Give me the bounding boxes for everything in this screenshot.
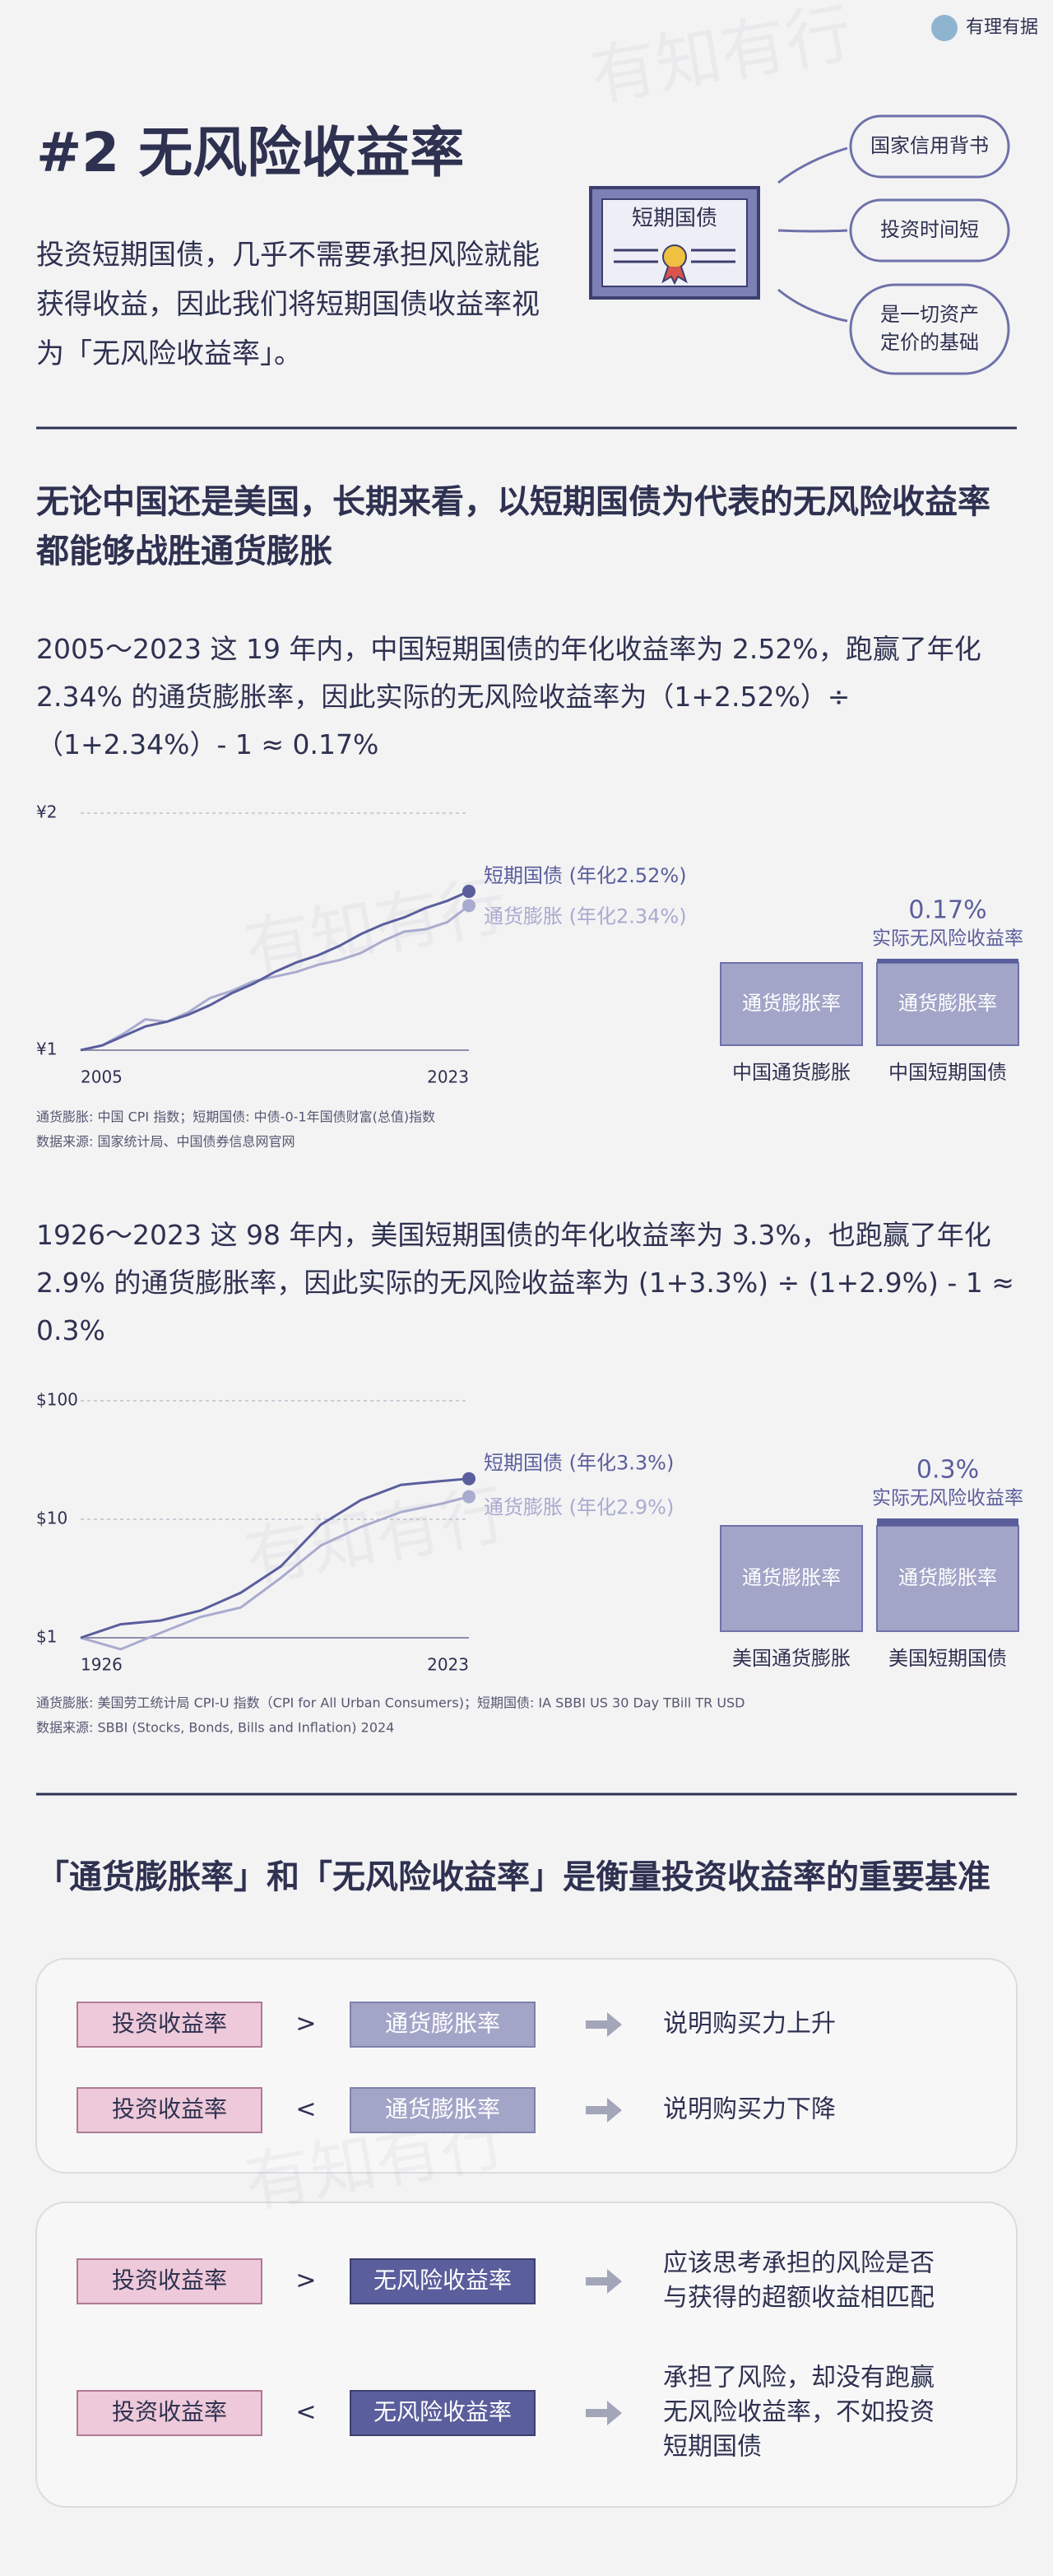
result-text: 应该思考承担的风险是否 xyxy=(663,2249,935,2278)
heading: 无论中国还是美国，长期来看，以短期国债为代表的无风险收益率都能够战胜通货膨胀 xyxy=(36,483,990,570)
excess-bar xyxy=(877,1518,1018,1526)
result-text: 说明购买力下降 xyxy=(663,2095,836,2124)
operator: > xyxy=(295,2010,316,2039)
tag xyxy=(77,2390,262,2436)
logo-icon xyxy=(931,15,958,41)
bar-box xyxy=(876,1525,1019,1632)
tag xyxy=(77,2002,262,2048)
y-tick-label: ¥1 xyxy=(36,1039,57,1059)
title: #2 无风险收益率 xyxy=(36,121,464,184)
footnote: 数据来源: 国家统计局、中国债券信息网官网 xyxy=(36,1134,295,1150)
panel xyxy=(35,1958,1018,2174)
bar-label: 通货膨胀率 xyxy=(898,992,997,1015)
logo: 有理有据 xyxy=(966,17,1038,38)
operator: < xyxy=(295,2398,316,2427)
y-tick-label: $1 xyxy=(36,1627,57,1647)
tag xyxy=(77,2258,262,2304)
y-tick-label: $100 xyxy=(36,1390,78,1410)
certificate-label: 短期国债 xyxy=(632,207,717,231)
bar-label: 通货膨胀率 xyxy=(742,992,841,1015)
footnote: 数据来源: SBBI (Stocks, Bonds, Bills and Inf… xyxy=(36,1720,394,1736)
caption: 实际无风险收益率 xyxy=(872,928,1023,949)
bubble xyxy=(849,283,1010,375)
paragraph: 1926～2023 这 98 年内，美国短期国债的年化收益率为 3.3%，也跑赢… xyxy=(36,1219,1014,1346)
tag-text: 投资收益率 xyxy=(112,2010,227,2037)
tag xyxy=(350,2390,536,2436)
caption: 实际无风险收益率 xyxy=(872,1488,1023,1509)
tag-text: 通货膨胀率 xyxy=(385,2010,500,2037)
tag xyxy=(350,2087,536,2133)
category-label: 中国通货膨胀 xyxy=(732,1061,851,1084)
end-point xyxy=(462,1472,475,1486)
bubble-text: 投资时间短 xyxy=(880,218,979,241)
intro: 投资短期国债，几乎不需要承担风险就能获得收益，因此我们将短期国债收益率视为「无风… xyxy=(36,239,540,370)
x-tick-label: 2005 xyxy=(81,1067,123,1087)
value-label: 0.17% xyxy=(908,895,986,924)
excess-bar xyxy=(877,958,1018,963)
tag-text: 投资收益率 xyxy=(112,2398,227,2425)
paragraph: 2005～2023 这 19 年内，中国短期国债的年化收益率为 2.52%，跑赢… xyxy=(36,633,981,760)
tag xyxy=(350,2002,536,2048)
bubble-text: 国家信用背书 xyxy=(870,134,989,157)
bar-box xyxy=(720,962,863,1046)
bar-label: 通货膨胀率 xyxy=(898,1566,997,1589)
end-point xyxy=(462,899,475,913)
category-label: 中国短期国债 xyxy=(888,1061,1007,1084)
y-tick-label: $10 xyxy=(36,1509,67,1528)
y-tick-label: ¥2 xyxy=(36,802,57,822)
result-text: 无风险收益率，不如投资 xyxy=(663,2398,935,2427)
certificate xyxy=(589,186,760,300)
panel xyxy=(35,2202,1018,2508)
tag-text: 无风险收益率 xyxy=(373,2398,512,2425)
footnote: 通货膨胀: 美国劳工统计局 CPI-U 指数（CPI for All Urban… xyxy=(36,1695,745,1711)
arrow xyxy=(586,2012,622,2037)
result-text: 与获得的超额收益相匹配 xyxy=(663,2284,935,2313)
category-label: 美国通货膨胀 xyxy=(732,1647,851,1670)
end-point xyxy=(462,1490,475,1504)
tag-text: 投资收益率 xyxy=(112,2095,227,2123)
bubble xyxy=(849,114,1010,179)
bar-box xyxy=(720,1525,863,1632)
arrows xyxy=(777,146,848,323)
watermark: 有知有行 xyxy=(585,0,857,115)
arrow xyxy=(586,2401,622,2425)
series-label: 通货膨胀 (年化2.9%) xyxy=(484,1496,674,1519)
x-tick-label: 1926 xyxy=(81,1655,123,1675)
bubble-text: 定价的基础 xyxy=(880,331,979,354)
tag-text: 投资收益率 xyxy=(112,2267,227,2294)
value-label: 0.3% xyxy=(916,1456,979,1485)
category-label: 美国短期国债 xyxy=(888,1647,1007,1670)
bar-box xyxy=(876,962,1019,1046)
line xyxy=(80,1495,470,1651)
series-label: 短期国债 (年化3.3%) xyxy=(484,1452,674,1475)
tag xyxy=(77,2087,262,2133)
result-text: 承担了风险，却没有跑赢 xyxy=(663,2364,935,2392)
bar-label: 通货膨胀率 xyxy=(742,1566,841,1589)
footnote: 通货膨胀: 中国 CPI 指数；短期国债: 中债-0-1年国债财富(总值)指数 xyxy=(36,1109,435,1125)
tag-text: 无风险收益率 xyxy=(373,2267,512,2294)
tag xyxy=(350,2258,536,2304)
tag-text: 通货膨胀率 xyxy=(385,2095,500,2123)
end-point xyxy=(462,885,475,899)
operator: < xyxy=(295,2095,316,2124)
operator: > xyxy=(295,2267,316,2295)
line xyxy=(80,890,470,1052)
arrow xyxy=(586,2269,622,2294)
x-tick-label: 2023 xyxy=(427,1655,469,1675)
bubble-text: 是一切资产 xyxy=(880,303,979,326)
arrow xyxy=(586,2098,622,2123)
line xyxy=(80,1477,470,1639)
series-label: 通货膨胀 (年化2.34%) xyxy=(484,904,687,928)
result-text: 短期国债 xyxy=(663,2433,762,2462)
series-label: 短期国债 (年化2.52%) xyxy=(484,864,687,887)
x-tick-label: 2023 xyxy=(427,1067,469,1087)
line xyxy=(80,904,470,1052)
result-text: 说明购买力上升 xyxy=(663,2010,836,2039)
heading: 「通货膨胀率」和「无风险收益率」是衡量投资收益率的重要基准 xyxy=(36,1858,990,1896)
bubble xyxy=(849,198,1010,263)
